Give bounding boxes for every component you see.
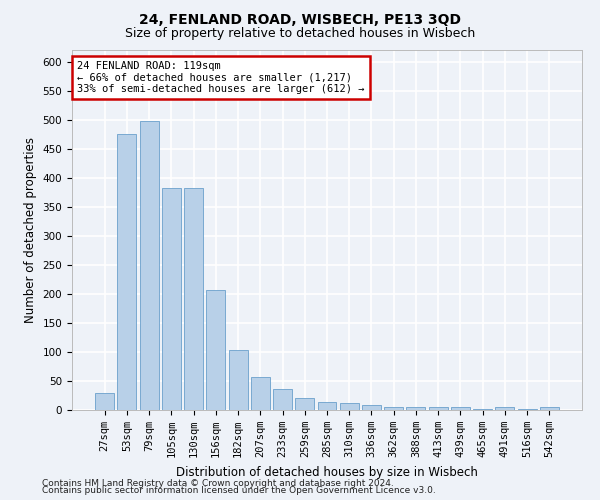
Bar — [429, 407, 448, 410]
Text: 24 FENLAND ROAD: 119sqm
← 66% of detached houses are smaller (1,217)
33% of semi: 24 FENLAND ROAD: 119sqm ← 66% of detache… — [77, 61, 365, 94]
Text: Contains public sector information licensed under the Open Government Licence v3: Contains public sector information licen… — [42, 486, 436, 495]
Bar — [140, 122, 158, 410]
Bar — [451, 407, 470, 410]
Y-axis label: Number of detached properties: Number of detached properties — [24, 137, 37, 323]
Bar — [184, 188, 203, 410]
Text: Size of property relative to detached houses in Wisbech: Size of property relative to detached ho… — [125, 28, 475, 40]
Bar — [95, 392, 114, 410]
Text: 24, FENLAND ROAD, WISBECH, PE13 3QD: 24, FENLAND ROAD, WISBECH, PE13 3QD — [139, 12, 461, 26]
Bar — [340, 403, 359, 410]
Bar — [540, 407, 559, 410]
Text: Contains HM Land Registry data © Crown copyright and database right 2024.: Contains HM Land Registry data © Crown c… — [42, 478, 394, 488]
Bar — [384, 407, 403, 410]
Bar — [317, 402, 337, 410]
Bar — [229, 350, 248, 410]
Bar — [273, 388, 292, 410]
Bar — [206, 290, 225, 410]
Bar — [496, 407, 514, 410]
X-axis label: Distribution of detached houses by size in Wisbech: Distribution of detached houses by size … — [176, 466, 478, 478]
Bar — [295, 398, 314, 410]
Bar — [362, 405, 381, 410]
Bar — [118, 134, 136, 410]
Bar — [251, 377, 270, 410]
Bar — [162, 188, 181, 410]
Bar — [406, 407, 425, 410]
